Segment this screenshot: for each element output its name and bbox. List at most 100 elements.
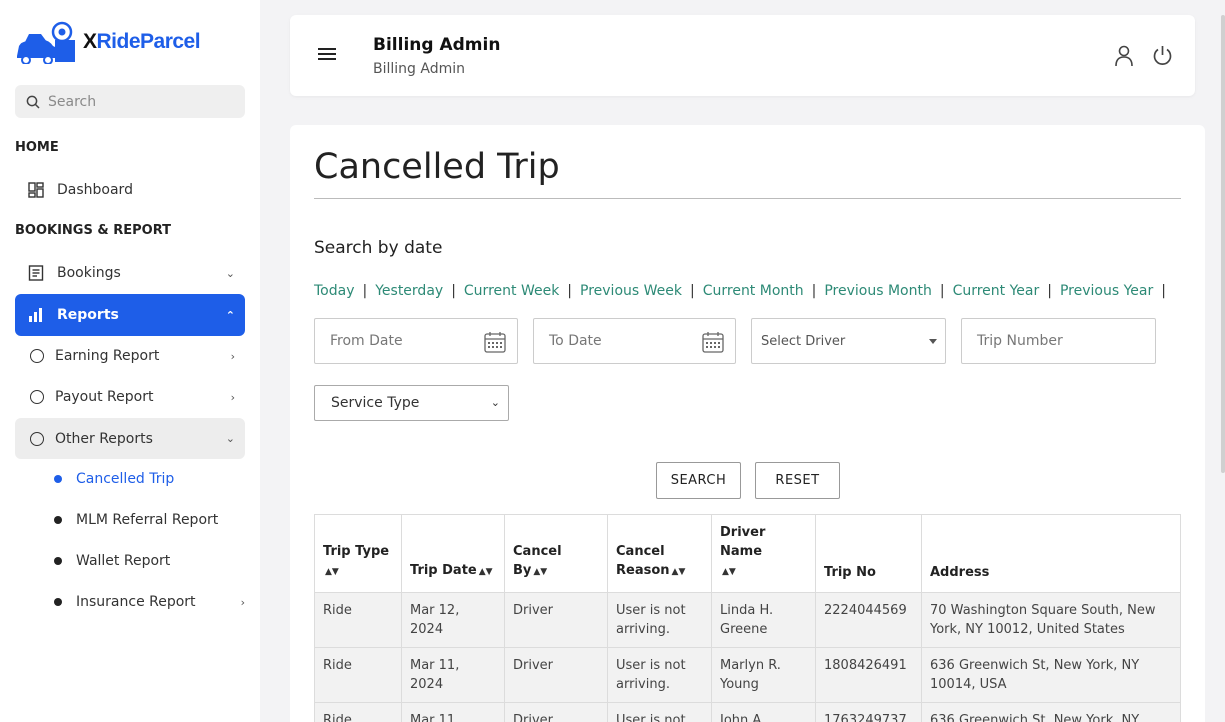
cell-address: 636 Greenwich St, New York, NY 10014, US…	[921, 702, 1181, 722]
to-date-field[interactable]: To Date	[533, 318, 736, 364]
car-logo-icon	[17, 21, 75, 64]
sort-icon[interactable]: ▲▼	[722, 567, 736, 577]
circle-icon	[28, 430, 46, 448]
sidebar-item-dashboard[interactable]: Dashboard	[15, 170, 245, 210]
bullet-icon	[54, 516, 62, 524]
col-cancel-by[interactable]: Cancel By ▲▼	[504, 514, 608, 593]
sidebar-item-label: Earning Report	[55, 348, 160, 364]
cell-cancel-by: Driver	[504, 702, 608, 722]
menu-toggle-icon[interactable]	[318, 48, 336, 63]
from-date-field[interactable]: From Date	[314, 318, 518, 364]
sort-icon[interactable]: ▲▼	[325, 567, 339, 577]
link-current-year[interactable]: Current Year	[952, 283, 1040, 299]
sidebar-item-earning-report[interactable]: Earning Report ›	[15, 336, 245, 376]
header-label: Cancel Reason	[616, 544, 670, 578]
link-yesterday[interactable]: Yesterday	[375, 283, 444, 299]
page-title: Cancelled Trip	[314, 147, 560, 187]
trip-number-field[interactable]: Trip Number	[961, 318, 1156, 364]
link-previous-year[interactable]: Previous Year	[1059, 283, 1154, 299]
sidebar-item-label: Wallet Report	[76, 553, 171, 569]
cell-address: 636 Greenwich St, New York, NY 10014, US…	[921, 647, 1181, 703]
to-date-placeholder: To Date	[549, 333, 602, 349]
circle-icon	[28, 347, 46, 365]
chevron-right-icon: ›	[230, 390, 235, 404]
sidebar-item-other-reports[interactable]: Other Reports ⌄	[15, 418, 245, 459]
reset-button[interactable]: RESET	[755, 462, 840, 499]
link-current-week[interactable]: Current Week	[463, 283, 560, 299]
sidebar-item-label: Reports	[57, 307, 119, 323]
sidebar-subitem-cancelled-trip[interactable]: Cancelled Trip	[15, 461, 245, 497]
sidebar-search[interactable]: Search	[15, 85, 245, 118]
sidebar-item-label: Insurance Report	[76, 594, 196, 610]
user-icon[interactable]	[1114, 45, 1134, 67]
section-home: HOME	[15, 140, 59, 155]
table-row: Ride Mar 12, 2024 Driver User is not arr…	[314, 592, 1181, 648]
cell-driver-name: John A. Dickerson	[711, 702, 816, 722]
header-label: Address	[930, 565, 990, 580]
calendar-icon[interactable]	[484, 331, 506, 353]
search-button[interactable]: SEARCH	[656, 462, 741, 499]
col-driver-name[interactable]: Driver Name ▲▼	[711, 514, 816, 593]
header-label: Trip Type	[323, 544, 390, 559]
sort-icon[interactable]: ▲▼	[671, 567, 686, 577]
sidebar-subitem-insurance-report[interactable]: Insurance Report ›	[15, 584, 245, 620]
chevron-right-icon: ›	[230, 349, 235, 363]
col-trip-date[interactable]: Trip Date ▲▼	[401, 514, 505, 593]
col-cancel-reason[interactable]: Cancel Reason ▲▼	[607, 514, 712, 593]
sidebar-item-bookings[interactable]: Bookings ⌄	[15, 253, 245, 293]
sidebar-item-reports[interactable]: Reports ⌃	[15, 294, 245, 336]
search-input[interactable]: Search	[48, 93, 97, 110]
power-icon[interactable]	[1152, 45, 1173, 66]
from-date-placeholder: From Date	[330, 333, 403, 349]
sidebar-subitem-wallet-report[interactable]: Wallet Report	[15, 543, 245, 579]
cell-trip-date: Mar 12, 2024	[401, 592, 505, 648]
sidebar-item-label: MLM Referral Report	[76, 512, 219, 528]
brand-x: X	[83, 30, 97, 53]
link-previous-month[interactable]: Previous Month	[824, 283, 932, 299]
circle-icon	[28, 388, 46, 406]
chevron-right-icon: ›	[240, 595, 245, 609]
page-scrollbar[interactable]	[1221, 15, 1225, 473]
brand-name: XRideParcel	[83, 30, 201, 54]
search-by-date-label: Search by date	[314, 238, 443, 258]
service-type-dropdown[interactable]: Service Type ⌄	[314, 385, 509, 421]
calendar-icon[interactable]	[702, 331, 724, 353]
cell-trip-type: Ride	[314, 592, 402, 648]
cell-cancel-by: Driver	[504, 647, 608, 703]
link-current-month[interactable]: Current Month	[702, 283, 804, 299]
sidebar: XRideParcel Search HOME Dashboard BOOKIN…	[0, 0, 260, 722]
cell-trip-no: 2224044569	[815, 592, 922, 648]
col-address: Address	[921, 514, 1181, 593]
main-card: Cancelled Trip Search by date Today | Yes…	[290, 125, 1205, 722]
quick-date-links: Today | Yesterday | Current Week | Previous…	[314, 283, 1166, 299]
sidebar-item-label: Dashboard	[57, 182, 133, 198]
bullet-icon	[54, 598, 62, 606]
chevron-down-icon: ⌄	[225, 266, 235, 280]
section-bookings-report: BOOKINGS & REPORT	[15, 223, 171, 238]
link-today[interactable]: Today	[314, 283, 355, 299]
cancelled-trips-table: Trip Type ▲▼ Trip Date ▲▼ Cancel By ▲▼ Canc…	[314, 514, 1181, 722]
header-title: Billing Admin	[373, 35, 501, 55]
sidebar-item-label: Other Reports	[55, 430, 153, 447]
col-trip-type[interactable]: Trip Type ▲▼	[314, 514, 402, 593]
link-previous-week[interactable]: Previous Week	[580, 283, 682, 299]
service-type-value: Service Type	[331, 395, 420, 411]
cell-trip-date: Mar 11, 2024	[401, 647, 505, 703]
sort-icon[interactable]: ▲▼	[533, 567, 548, 577]
table-row: Ride Mar 11, 2024 Driver User is not arr…	[314, 702, 1181, 722]
header-label: Cancel By	[513, 544, 562, 578]
cell-cancel-reason: User is not arriving.	[607, 592, 712, 648]
logo[interactable]: XRideParcel	[15, 20, 201, 64]
sidebar-item-payout-report[interactable]: Payout Report ›	[15, 377, 245, 417]
sidebar-subitem-mlm-referral[interactable]: MLM Referral Report	[15, 502, 245, 538]
cell-cancel-by: Driver	[504, 592, 608, 648]
cell-driver-name: Linda H. Greene	[711, 592, 816, 648]
select-driver-dropdown[interactable]: Select Driver	[751, 318, 946, 364]
sidebar-item-label: Payout Report	[55, 389, 154, 405]
sort-icon[interactable]: ▲▼	[478, 567, 493, 577]
header-label: Driver Name	[720, 525, 766, 559]
caret-down-icon	[929, 339, 937, 344]
dashboard-icon	[27, 181, 45, 199]
cell-trip-date: Mar 11, 2024	[401, 702, 505, 722]
table-header-row: Trip Type ▲▼ Trip Date ▲▼ Cancel By ▲▼ Canc…	[314, 514, 1181, 593]
